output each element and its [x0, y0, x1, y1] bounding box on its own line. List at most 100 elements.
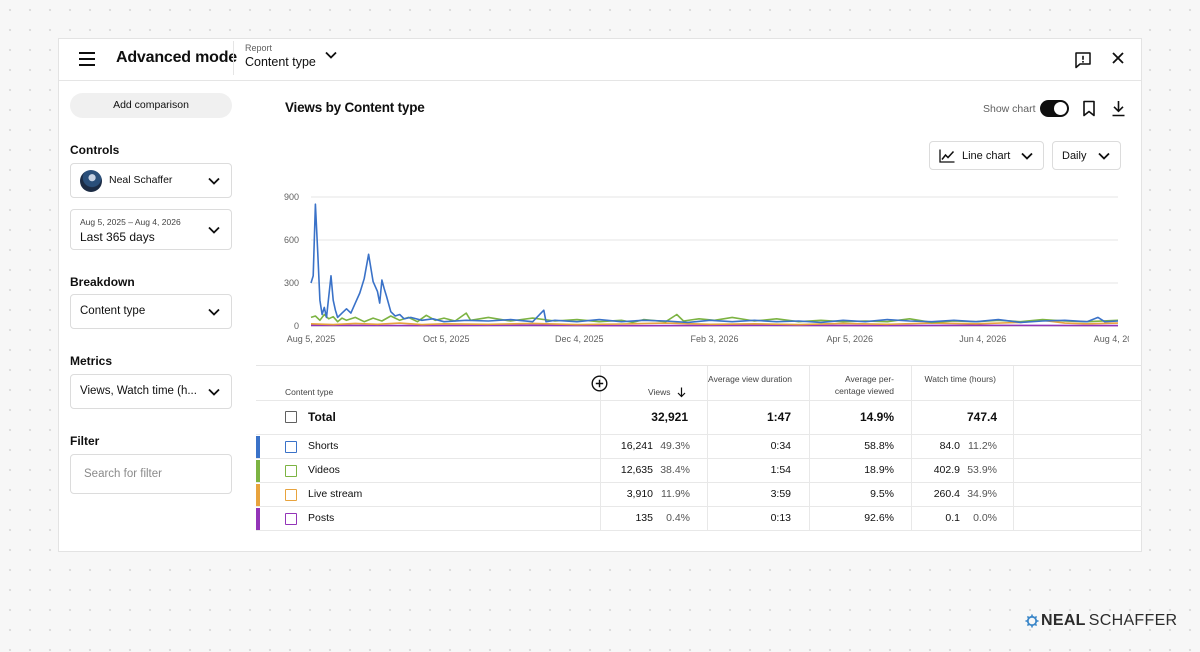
breakdown-label: Breakdown: [70, 275, 135, 289]
download-icon[interactable]: [1111, 100, 1126, 117]
row-color-indicator: [256, 460, 260, 482]
column-divider: [911, 366, 912, 530]
date-range-select[interactable]: Aug 5, 2025 – Aug 4, 2026 Last 365 days: [70, 209, 232, 250]
report-select[interactable]: Report Content type: [245, 43, 345, 73]
row-checkbox[interactable]: [285, 465, 297, 477]
chevron-down-icon: [1021, 152, 1033, 160]
row-watch-time: 402.9: [933, 464, 960, 476]
row-label: Live stream: [308, 488, 363, 500]
row-avg-view-duration: 0:13: [770, 512, 791, 524]
row-views-pct: 49.3%: [660, 440, 690, 452]
bookmark-icon[interactable]: [1082, 100, 1096, 117]
total-label: Total: [308, 410, 336, 424]
breakdown-value: Content type: [80, 305, 146, 317]
avatar: [80, 170, 102, 192]
row-divider: [256, 458, 1142, 459]
report-value: Content type: [245, 55, 316, 69]
row-checkbox[interactable]: [285, 441, 297, 453]
row-divider: [256, 482, 1142, 483]
brand-name-bold: NEAL: [1041, 612, 1086, 629]
row-views: 12,635: [620, 464, 653, 476]
feedback-icon[interactable]: [1074, 51, 1092, 69]
metrics-select[interactable]: Views, Watch time (h...: [70, 374, 232, 409]
row-views: 135: [635, 512, 653, 524]
header-watch-time: Watch time (hours): [924, 374, 996, 384]
channel-select[interactable]: Neal Schaffer: [70, 163, 232, 198]
total-avg-view-duration: 1:47: [766, 410, 791, 424]
y-tick-label: 600: [284, 235, 299, 245]
header-views-sort[interactable]: Views: [648, 386, 686, 398]
total-watch-time: 747.4: [966, 410, 997, 424]
row-checkbox[interactable]: [285, 513, 297, 525]
x-tick-label: Oct 5, 2025: [423, 334, 470, 344]
show-chart-toggle[interactable]: [1040, 100, 1069, 117]
row-views: 3,910: [626, 488, 653, 500]
chevron-down-icon: [208, 388, 220, 396]
arrow-down-icon: [677, 387, 686, 398]
chevron-down-icon: [1098, 152, 1110, 160]
page-title: Advanced mode: [116, 49, 237, 66]
granularity-select[interactable]: Daily: [1052, 141, 1121, 170]
x-tick-label: Dec 4, 2025: [555, 334, 604, 344]
toggle-knob: [1054, 102, 1067, 115]
x-tick-label: Apr 5, 2026: [826, 334, 873, 344]
row-watch-pct: 34.9%: [967, 488, 997, 500]
metrics-value: Views, Watch time (h...: [80, 385, 197, 397]
row-avg-pct-viewed: 18.9%: [864, 464, 894, 476]
analytics-panel: Advanced mode Report Content type Add co…: [58, 38, 1142, 552]
row-divider: [256, 506, 1142, 507]
header-divider: [233, 41, 234, 75]
controls-label: Controls: [70, 143, 120, 157]
row-views-pct: 0.4%: [666, 512, 690, 524]
total-avg-pct-viewed: 14.9%: [859, 410, 894, 424]
row-avg-view-duration: 3:59: [770, 488, 791, 500]
row-views-pct: 38.4%: [660, 464, 690, 476]
row-views: 16,241: [620, 440, 653, 452]
show-chart-label: Show chart: [983, 103, 1036, 115]
row-views-pct: 11.9%: [661, 488, 690, 500]
row-label: Shorts: [308, 440, 339, 452]
row-avg-view-duration: 0:34: [770, 440, 791, 452]
row-watch-time: 0.1: [945, 512, 960, 524]
row-checkbox[interactable]: [285, 489, 297, 501]
metrics-label: Metrics: [70, 354, 113, 368]
x-tick-label: Feb 3, 2026: [690, 334, 738, 344]
brand-logo-icon: [1025, 614, 1039, 628]
chart-type-select[interactable]: Line chart: [929, 141, 1044, 170]
date-range-dates: Aug 5, 2025 – Aug 4, 2026: [80, 217, 181, 227]
close-icon[interactable]: [1110, 50, 1126, 66]
brand-logo-text: NEAL SCHAFFER: [1041, 612, 1177, 630]
y-tick-label: 300: [284, 278, 299, 288]
row-label: Videos: [308, 464, 340, 476]
row-avg-pct-viewed: 9.5%: [870, 488, 894, 500]
line-chart-icon: [939, 149, 955, 163]
hamburger-menu-icon[interactable]: [79, 52, 95, 66]
x-tick-label: Jun 4, 2026: [959, 334, 1006, 344]
row-label: Posts: [308, 512, 335, 524]
total-views: 32,921: [651, 410, 688, 424]
chart-type-value: Line chart: [962, 150, 1011, 162]
data-table: Content type Views Average view duration…: [256, 365, 1142, 531]
filter-search-input[interactable]: [70, 454, 232, 494]
chevron-down-icon: [208, 177, 220, 185]
series-line-videos: [310, 312, 1119, 324]
date-range-label: Last 365 days: [80, 230, 155, 244]
channel-name: Neal Schaffer: [109, 174, 173, 186]
row-watch-pct: 53.9%: [967, 464, 997, 476]
row-divider: [256, 400, 1142, 401]
row-avg-pct-viewed: 58.8%: [864, 440, 894, 452]
row-watch-pct: 11.2%: [968, 440, 997, 452]
brand-name-light: SCHAFFER: [1088, 612, 1178, 629]
column-divider: [600, 366, 601, 530]
breakdown-select[interactable]: Content type: [70, 294, 232, 329]
add-column-icon[interactable]: [591, 375, 608, 392]
add-comparison-button[interactable]: Add comparison: [70, 93, 232, 118]
x-tick-label: Aug 5, 2025: [287, 334, 336, 344]
row-watch-pct: 0.0%: [973, 512, 997, 524]
chevron-down-icon: [208, 226, 220, 234]
chevron-down-icon: [208, 308, 220, 316]
header-views: Views: [648, 387, 671, 397]
granularity-value: Daily: [1062, 150, 1087, 162]
chevron-down-icon: [325, 51, 337, 59]
total-checkbox[interactable]: [285, 411, 297, 423]
